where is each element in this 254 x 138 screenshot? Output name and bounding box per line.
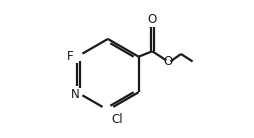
Text: F: F: [67, 50, 74, 63]
Text: O: O: [163, 55, 173, 68]
Text: O: O: [148, 13, 157, 26]
Text: Cl: Cl: [111, 113, 123, 126]
Text: N: N: [71, 88, 80, 101]
